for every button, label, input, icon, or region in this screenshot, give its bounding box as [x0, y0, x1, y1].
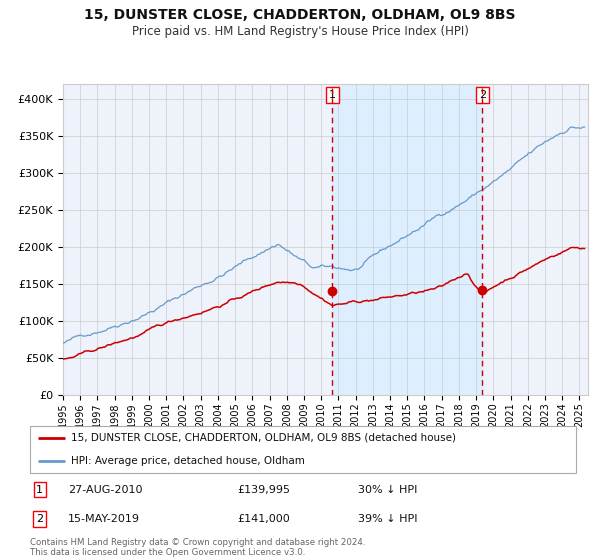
Text: 15-MAY-2019: 15-MAY-2019	[68, 514, 140, 524]
Text: 27-AUG-2010: 27-AUG-2010	[68, 484, 143, 494]
Text: 2: 2	[479, 90, 486, 100]
Bar	[332, 84, 482, 395]
Text: 2: 2	[36, 514, 43, 524]
Text: 30% ↓ HPI: 30% ↓ HPI	[358, 484, 417, 494]
Text: Contains HM Land Registry data © Crown copyright and database right 2024.
This d: Contains HM Land Registry data © Crown c…	[30, 538, 365, 557]
Text: HPI: Average price, detached house, Oldham: HPI: Average price, detached house, Oldh…	[71, 456, 305, 466]
Text: £141,000: £141,000	[238, 514, 290, 524]
Text: Price paid vs. HM Land Registry's House Price Index (HPI): Price paid vs. HM Land Registry's House …	[131, 25, 469, 38]
Text: 15, DUNSTER CLOSE, CHADDERTON, OLDHAM, OL9 8BS (detached house): 15, DUNSTER CLOSE, CHADDERTON, OLDHAM, O…	[71, 433, 456, 443]
Text: 15, DUNSTER CLOSE, CHADDERTON, OLDHAM, OL9 8BS: 15, DUNSTER CLOSE, CHADDERTON, OLDHAM, O…	[84, 8, 516, 22]
FancyBboxPatch shape	[30, 426, 576, 473]
Text: £139,995: £139,995	[238, 484, 290, 494]
Text: 1: 1	[37, 484, 43, 494]
Text: 1: 1	[329, 90, 336, 100]
Text: 39% ↓ HPI: 39% ↓ HPI	[358, 514, 417, 524]
